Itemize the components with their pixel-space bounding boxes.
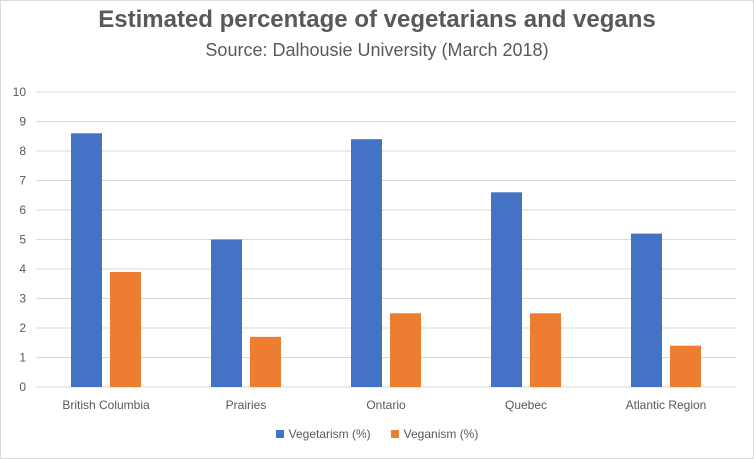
bar-veganism — [530, 313, 561, 387]
bar-veganism — [110, 271, 141, 387]
legend-swatch-veganism — [390, 430, 399, 438]
y-tick-label: 1 — [19, 351, 26, 365]
y-tick-label: 5 — [19, 233, 26, 247]
y-tick-label: 10 — [13, 85, 27, 99]
bar-vegetarism — [351, 139, 382, 387]
legend-item-veganism: Veganism (%) — [390, 427, 479, 441]
legend-label-veganism: Veganism (%) — [403, 427, 479, 441]
x-tick-label: Quebec — [505, 398, 547, 412]
bar-vegetarism — [71, 133, 102, 387]
y-tick-label: 6 — [19, 203, 26, 217]
legend-item-vegetarism: Vegetarism (%) — [275, 427, 371, 441]
y-tick-label: 8 — [19, 144, 26, 158]
y-tick-label: 4 — [19, 262, 26, 276]
bar-veganism — [390, 313, 421, 387]
y-tick-label: 2 — [19, 321, 26, 335]
y-tick-label: 7 — [19, 174, 26, 188]
chart-subtitle: Source: Dalhousie University (March 2018… — [205, 40, 549, 60]
bar-veganism — [250, 336, 281, 387]
chart-title: Estimated percentage of vegetarians and … — [98, 6, 656, 33]
legend: Vegetarism (%) Veganism (%) — [0, 427, 754, 441]
y-tick-label: 0 — [19, 380, 26, 394]
y-tick-label: 3 — [19, 292, 26, 306]
x-tick-label: Prairies — [226, 398, 267, 412]
legend-label-vegetarism: Vegetarism (%) — [288, 427, 371, 441]
bar-vegetarism — [211, 239, 242, 387]
x-tick-label: British Columbia — [62, 398, 150, 412]
x-tick-label: Ontario — [366, 398, 406, 412]
bar-veganism — [670, 345, 701, 387]
x-tick-label: Atlantic Region — [626, 398, 707, 412]
legend-swatch-vegetarism — [275, 430, 284, 438]
y-tick-label: 9 — [19, 115, 26, 129]
bar-vegetarism — [491, 192, 522, 387]
bar-vegetarism — [631, 233, 662, 387]
